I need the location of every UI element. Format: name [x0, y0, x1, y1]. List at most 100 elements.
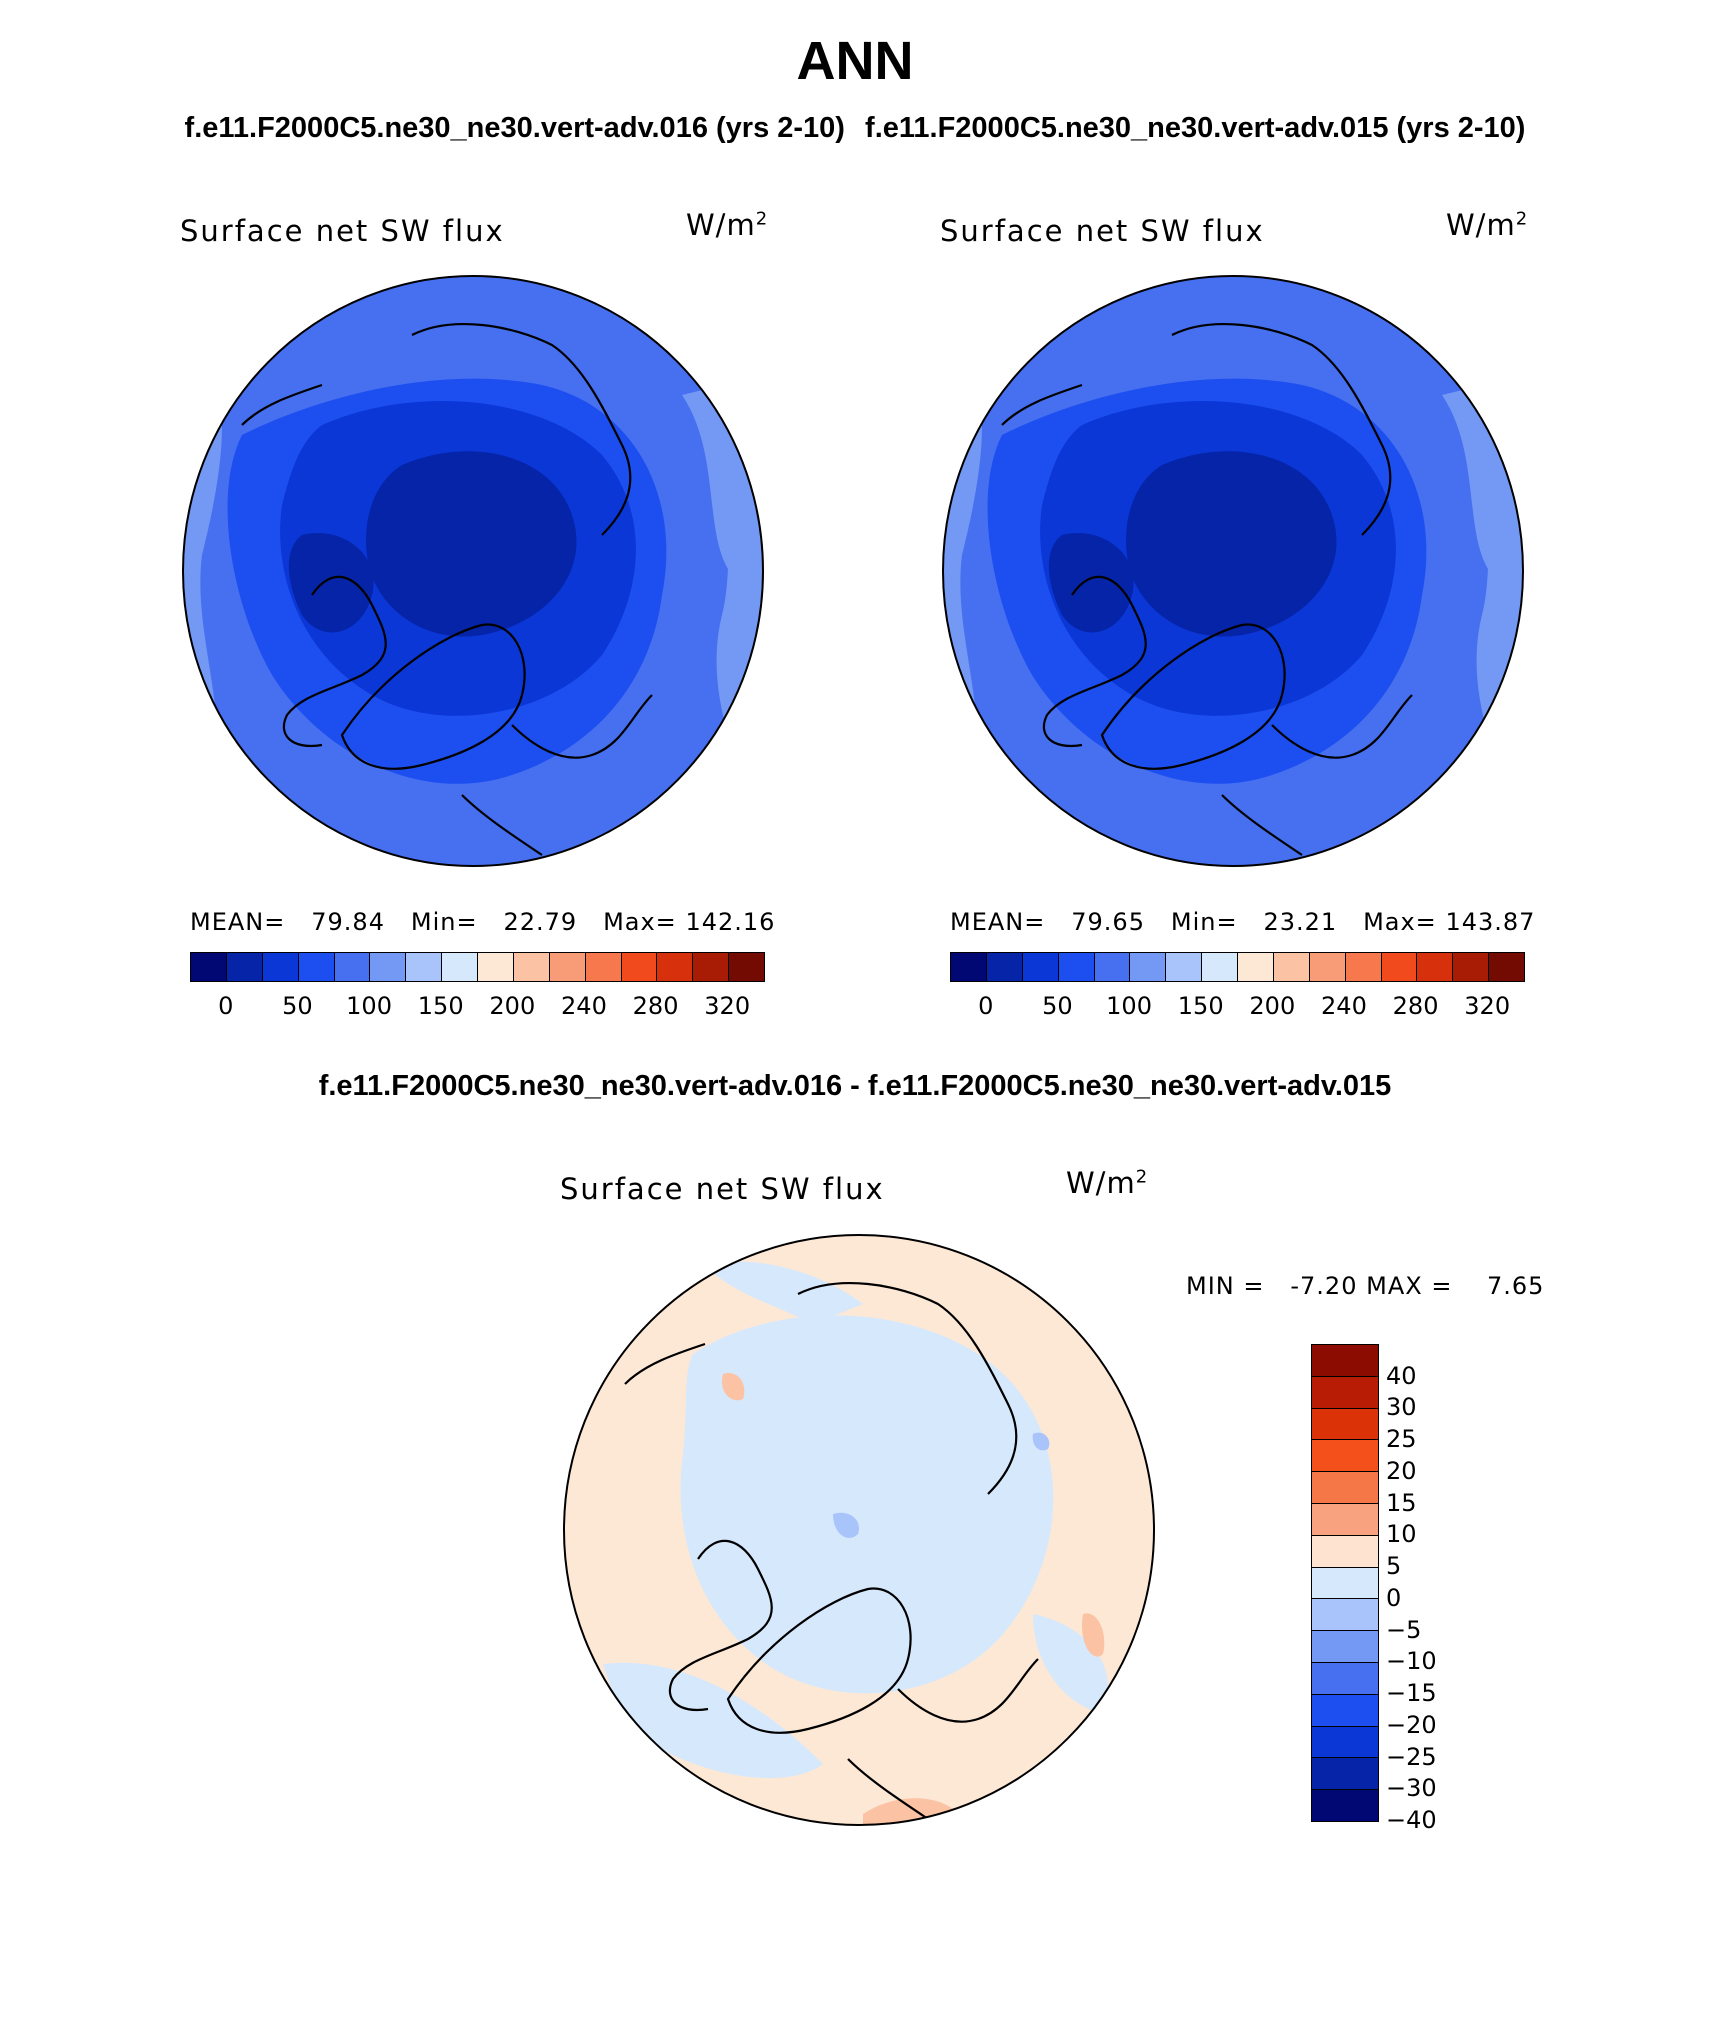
colorbar-swatch [1312, 1472, 1378, 1504]
colorbar-tick-label: 320 [704, 992, 751, 1020]
colorbar-tick-label: 100 [1106, 992, 1152, 1020]
colorbar-swatch [1273, 953, 1310, 981]
diff-map-border [563, 1234, 1155, 1826]
colorbar-tick-label: 50 [1042, 992, 1073, 1020]
colorbar-swatch [1345, 953, 1382, 981]
colorbar-swatch [1312, 1408, 1378, 1441]
colorbar-tick-label: 150 [1177, 992, 1224, 1020]
panel2-coastlines [1001, 322, 1413, 856]
colorbar-swatch [986, 953, 1023, 981]
colorbar-tick-label: −25 [1386, 1742, 1437, 1771]
colorbar-swatch [1312, 1440, 1378, 1473]
colorbar-swatch [1309, 953, 1346, 981]
colorbar-swatch [729, 953, 764, 981]
panel1-polar-map [182, 275, 764, 867]
colorbar-swatch [1312, 1662, 1378, 1695]
colorbar-tick-label: 0 [1386, 1583, 1402, 1612]
colorbar-tick-label: 50 [282, 992, 313, 1020]
colorbar-swatch [1417, 953, 1454, 981]
colorbar-swatch [621, 953, 658, 981]
colorbar-swatch [585, 953, 622, 981]
colorbar-tick-label: 240 [561, 992, 607, 1020]
colorbar-tick-label: 280 [1392, 992, 1439, 1020]
colorbar-swatch [1166, 953, 1203, 981]
colorbar-tick-label: 20 [1386, 1456, 1417, 1485]
panel2-stats: MEAN= 79.65 Min= 23.21 Max= 143.87 [950, 908, 1536, 936]
colorbar-tick-label: 5 [1386, 1552, 1402, 1581]
diff-polar-map [563, 1234, 1155, 1826]
panel2-max: 143.87 [1445, 908, 1536, 936]
diff-coastlines [624, 1281, 1039, 1820]
colorbar-swatch [226, 953, 263, 981]
colorbar-swatch [1312, 1726, 1378, 1759]
colorbar-swatch [513, 953, 550, 981]
panel2-variable-name: Surface net SW flux [940, 214, 1265, 248]
colorbar-swatch [657, 953, 694, 981]
diff-variable-name: Surface net SW flux [560, 1172, 885, 1206]
panel1-min: 22.79 [503, 908, 578, 936]
colorbar-swatch [1312, 1758, 1378, 1791]
diff-field [564, 1235, 1154, 1825]
colorbar-swatch [1312, 1567, 1378, 1600]
colorbar-swatch [442, 953, 478, 981]
diff-colorbar [1311, 1344, 1379, 1822]
colorbar-tick-label: 0 [978, 992, 994, 1020]
panel1-variable-name: Surface net SW flux [180, 214, 505, 248]
colorbar-swatch [1312, 1376, 1378, 1409]
panel1-units: W/m2 [686, 208, 769, 242]
case-titles: f.e11.F2000C5.ne30_ne30.vert-adv.016 (yr… [0, 112, 1710, 145]
colorbar-tick-label: 280 [632, 992, 679, 1020]
colorbar-swatch [1312, 1535, 1378, 1568]
case-title-left: f.e11.F2000C5.ne30_ne30.vert-adv.016 (yr… [184, 112, 845, 144]
colorbar-swatch [1312, 1345, 1378, 1377]
colorbar-swatch [1453, 953, 1490, 981]
colorbar-tick-label: 25 [1386, 1425, 1417, 1454]
panel1-mean: 79.84 [311, 908, 385, 936]
colorbar-tick-label: −5 [1386, 1615, 1422, 1644]
diff-min: -7.20 [1290, 1272, 1358, 1300]
colorbar-swatch [478, 953, 514, 981]
colorbar-tick-label: −30 [1386, 1774, 1437, 1803]
diff-max: 7.65 [1486, 1272, 1545, 1300]
colorbar-swatch [1058, 953, 1095, 981]
colorbar-tick-label: −40 [1386, 1806, 1437, 1834]
colorbar-swatch [191, 953, 227, 981]
colorbar-tick-label: 200 [489, 992, 536, 1020]
figure-title: ANN [796, 31, 914, 91]
panel2-polar-map [942, 275, 1524, 867]
panel1-max: 142.16 [685, 908, 776, 936]
colorbar-swatch [1312, 1599, 1378, 1632]
panel1-colorbar [190, 952, 765, 982]
diff-units: W/m2 [1066, 1166, 1149, 1200]
panel1-coastlines [241, 322, 653, 856]
colorbar-swatch [1094, 953, 1131, 981]
colorbar-swatch [1312, 1631, 1378, 1663]
colorbar-swatch [1238, 953, 1274, 981]
colorbar-swatch [334, 953, 371, 981]
colorbar-tick-label: 10 [1386, 1520, 1417, 1549]
colorbar-tick-label: −10 [1386, 1647, 1437, 1676]
colorbar-tick-label: 15 [1386, 1488, 1417, 1517]
panel1-stats: MEAN= 79.84 Min= 22.79 Max= 142.16 [190, 908, 776, 936]
colorbar-swatch [1312, 1503, 1378, 1536]
colorbar-swatch [1312, 1790, 1378, 1821]
colorbar-swatch [549, 953, 586, 981]
colorbar-tick-label: 0 [218, 992, 234, 1020]
colorbar-tick-label: 100 [346, 992, 392, 1020]
case-title-right: f.e11.F2000C5.ne30_ne30.vert-adv.015 (yr… [865, 112, 1526, 144]
colorbar-swatch [1381, 953, 1418, 981]
colorbar-swatch [1202, 953, 1238, 981]
colorbar-tick-label: 320 [1464, 992, 1511, 1020]
colorbar-tick-label: −20 [1386, 1710, 1437, 1739]
colorbar-swatch [1489, 953, 1524, 981]
diff-minmax: MIN = -7.20 MAX = 7.65 [1186, 1272, 1545, 1300]
colorbar-swatch [1130, 953, 1167, 981]
difference-title: f.e11.F2000C5.ne30_ne30.vert-adv.016 - f… [318, 1070, 1392, 1102]
colorbar-tick-label: −15 [1386, 1679, 1437, 1708]
panel2-field [943, 276, 1523, 866]
colorbar-swatch [693, 953, 730, 981]
colorbar-tick-label: 240 [1321, 992, 1367, 1020]
panel2-min: 23.21 [1263, 908, 1338, 936]
panel2-units: W/m2 [1446, 208, 1529, 242]
panel1-field [183, 276, 763, 866]
